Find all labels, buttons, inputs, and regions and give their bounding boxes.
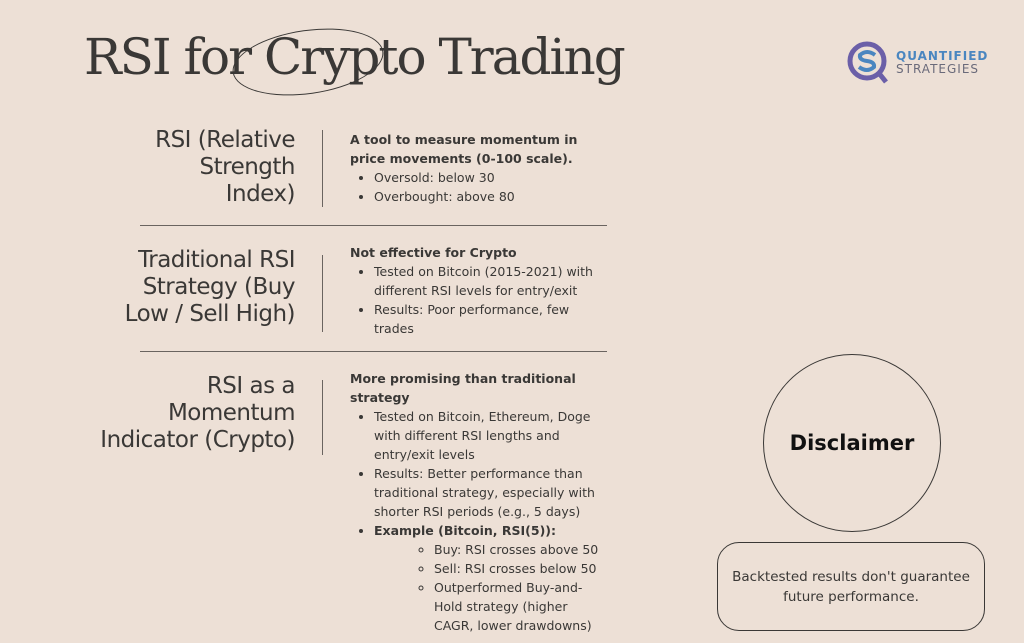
section-heading: More promising than traditional strategy xyxy=(350,371,576,405)
logo-line1: QUANTIFIED xyxy=(896,49,989,63)
section-desc-momentum: More promising than traditional strategy… xyxy=(350,369,605,635)
disclaimer-circle: Disclaimer xyxy=(763,354,941,532)
logo-q-icon xyxy=(847,41,888,84)
divider-horizontal xyxy=(140,351,607,352)
bullet: Buy: RSI crosses above 50 xyxy=(434,540,605,559)
bullet: Tested on Bitcoin (2015-2021) with diffe… xyxy=(374,262,610,300)
bullet: Sell: RSI crosses below 50 xyxy=(434,559,605,578)
disclaimer-box: Backtested results don't guarantee futur… xyxy=(717,542,985,631)
section-label-rsi: RSI (Relative Strength Index) xyxy=(155,127,295,207)
example-label: Example (Bitcoin, RSI(5)): xyxy=(374,523,557,538)
bullet: Results: Poor performance, few trades xyxy=(374,300,610,338)
logo: QUANTIFIED STRATEGIES xyxy=(846,40,988,86)
page-title: RSI for Crypto Trading xyxy=(84,28,626,86)
section-label-traditional: Traditional RSI Strategy (Buy Low / Sell… xyxy=(124,247,296,327)
divider-horizontal xyxy=(140,225,607,226)
section-heading: A tool to measure momentum in price move… xyxy=(350,132,578,166)
divider-vertical xyxy=(322,130,323,207)
bullet: Results: Better performance than traditi… xyxy=(374,464,605,521)
section-label-momentum: RSI as a Momentum Indicator (Crypto) xyxy=(100,373,295,453)
bullet-example: Example (Bitcoin, RSI(5)): Buy: RSI cros… xyxy=(374,521,605,635)
bullet: Overbought: above 80 xyxy=(374,187,610,206)
divider-vertical xyxy=(322,255,323,332)
section-desc-traditional: Not effective for Crypto Tested on Bitco… xyxy=(350,243,610,338)
section-desc-rsi: A tool to measure momentum in price move… xyxy=(350,130,610,206)
divider-vertical xyxy=(322,380,323,455)
section-heading: Not effective for Crypto xyxy=(350,245,517,260)
bullet: Tested on Bitcoin, Ethereum, Doge with d… xyxy=(374,407,605,464)
bullet: Outperformed Buy-and-Hold strategy (high… xyxy=(434,578,605,635)
logo-line2: STRATEGIES xyxy=(896,62,980,76)
bullet: Oversold: below 30 xyxy=(374,168,610,187)
